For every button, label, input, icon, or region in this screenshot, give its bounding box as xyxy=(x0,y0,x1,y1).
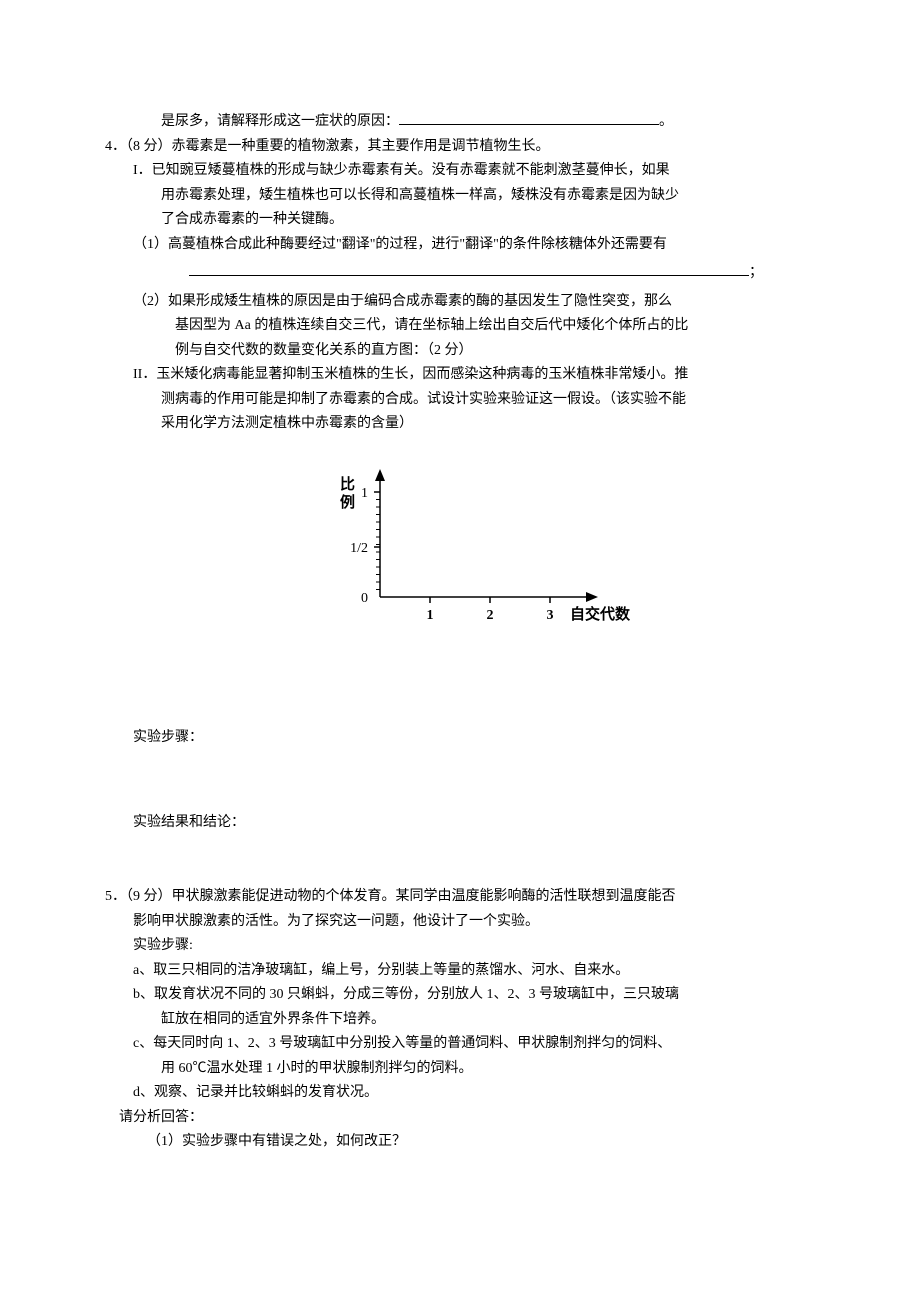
q5-steps-label: 实验步骤: xyxy=(105,934,815,959)
semicolon: ； xyxy=(749,265,763,280)
text-line: II．玉米矮化病毒能显著抑制玉米植株的生长，因而感染这种病毒的玉米植株非常矮小。… xyxy=(133,363,815,388)
text-line: 用赤霉素处理，矮生植株也可以长得和高蔓植株一样高，矮株没有赤霉素是因为缺少 xyxy=(133,184,815,209)
spacer xyxy=(105,751,815,811)
text-period: 。 xyxy=(659,114,673,129)
text-line: （2）如果形成矮生植株的原因是由于编码合成赤霉素的酶的基因发生了隐性突变，那么 xyxy=(133,290,815,315)
text-line: 测病毒的作用可能是抑制了赤霉素的合成。试设计实验来验证这一假设。（该实验不能 xyxy=(133,388,815,413)
q4-part-I: I．已知豌豆矮蔓植株的形成与缺少赤霉素有关。没有赤霉素就不能刺激茎蔓伸长，如果 … xyxy=(105,159,815,233)
svg-text:自交代数: 自交代数 xyxy=(570,605,630,623)
q4-sub-2: （2）如果形成矮生植株的原因是由于编码合成赤霉素的酶的基因发生了隐性突变，那么 … xyxy=(105,290,815,364)
q5-step-c-line-2: 用 60℃温水处理 1 小时的甲状腺制剂拌匀的饲料。 xyxy=(105,1057,815,1082)
spacer xyxy=(105,835,815,885)
text-line: 了合成赤霉素的一种关键酶。 xyxy=(133,208,815,233)
q5-answer-label: 请分析回答： xyxy=(105,1106,815,1131)
svg-text:1: 1 xyxy=(361,486,368,501)
text-line: 例与自交代数的数量变化关系的直方图：（2 分） xyxy=(133,339,815,364)
spacer xyxy=(105,686,815,726)
svg-text:2: 2 xyxy=(487,608,494,623)
q5-step-d: d、观察、记录并比较蝌蚪的发育状况。 xyxy=(105,1081,815,1106)
text-line: I．已知豌豆矮蔓植株的形成与缺少赤霉素有关。没有赤霉素就不能刺激茎蔓伸长，如果 xyxy=(133,159,815,184)
blank-line xyxy=(399,110,659,125)
svg-text:3: 3 xyxy=(547,608,554,623)
chart-container: 1 1/2 0 1 2 3 比例自交代数 xyxy=(105,447,815,657)
q5-heading-line-2: 影响甲状腺激素的活性。为了探究这一问题，他设计了一个实验。 xyxy=(105,910,815,935)
q5-step-b-line-2: 缸放在相同的适宜外界条件下培养。 xyxy=(105,1008,815,1033)
text-line: 基因型为 Aa 的植株连续自交三代，请在坐标轴上绘出自交后代中矮化个体所占的比 xyxy=(133,314,815,339)
q5-step-c-line-1: c、每天同时向 1、2、3 号玻璃缸中分别投入等量的普通饲料、甲状腺制剂拌匀的饲… xyxy=(105,1032,815,1057)
experiment-results-label: 实验结果和结论： xyxy=(105,811,815,836)
page: 是尿多，请解释形成这一症状的原因： 。 4．（8 分）赤霉素是一种重要的植物激素，… xyxy=(0,0,920,1215)
q5-sub-1: （1）实验步骤中有错误之处，如何改正？ xyxy=(105,1130,815,1155)
q5-step-a: a、取三只相同的洁净玻璃缸，编上号，分别装上等量的蒸馏水、河水、自来水。 xyxy=(105,959,815,984)
svg-text:1: 1 xyxy=(427,608,434,623)
text-line: 采用化学方法测定植株中赤霉素的含量） xyxy=(133,412,815,437)
blank-line xyxy=(189,261,749,276)
blank-row: ； xyxy=(105,257,815,290)
svg-text:1/2: 1/2 xyxy=(350,541,368,556)
prev-question-fragment: 是尿多，请解释形成这一症状的原因： 。 xyxy=(105,110,815,135)
text-line: 是尿多，请解释形成这一症状的原因： xyxy=(161,114,399,129)
q4-heading: 4．（8 分）赤霉素是一种重要的植物激素，其主要作用是调节植物生长。 xyxy=(105,135,815,160)
svg-text:0: 0 xyxy=(361,591,368,606)
svg-text:例: 例 xyxy=(340,493,355,511)
axes-chart: 1 1/2 0 1 2 3 比例自交代数 xyxy=(290,447,630,647)
q5-heading-line-1: 5．（9 分）甲状腺激素能促进动物的个体发育。某同学由温度能影响酶的活性联想到温… xyxy=(105,885,815,910)
q4-sub-1: （1）高蔓植株合成此种酶要经过"翻译"的过程，进行"翻译"的条件除核糖体外还需要… xyxy=(105,233,815,258)
q5-step-b-line-1: b、取发育状况不同的 30 只蝌蚪，分成三等份，分别放人 1、2、3 号玻璃缸中… xyxy=(105,983,815,1008)
experiment-steps-label: 实验步骤： xyxy=(105,726,815,751)
svg-text:比: 比 xyxy=(340,475,355,493)
q4-part-II: II．玉米矮化病毒能显著抑制玉米植株的生长，因而感染这种病毒的玉米植株非常矮小。… xyxy=(105,363,815,437)
